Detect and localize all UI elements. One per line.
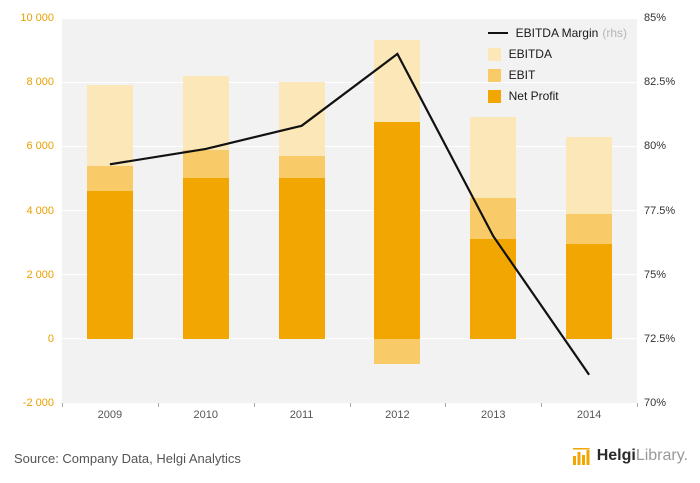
legend-label: EBITDA Margin: [515, 26, 599, 40]
logo-text-bold: Helgi: [596, 447, 636, 464]
bar-net-profit-2009: [86, 191, 133, 339]
legend-item-net-profit: Net Profit: [487, 89, 627, 103]
ebitda-margin-line: [109, 52, 591, 376]
x-axis-label: 2014: [576, 409, 602, 421]
right-axis-label: 70%: [644, 397, 667, 409]
logo-icon: [572, 448, 590, 465]
left-axis-label: 0: [47, 332, 54, 345]
right-axis-label: 85%: [644, 12, 667, 24]
right-axis-label: 80%: [644, 140, 667, 153]
gridline: [62, 81, 637, 83]
legend-swatch: [487, 89, 501, 103]
x-axis-label: 2012: [385, 409, 410, 421]
x-axis-tick: [445, 403, 447, 407]
legend: EBITDA Margin (rhs) EBITDA EBIT Net Profit: [487, 26, 627, 110]
gridline: [62, 274, 637, 276]
x-axis-tick: [157, 403, 159, 407]
x-axis-tick: [253, 403, 255, 407]
left-axis-label: 4 000: [26, 204, 54, 217]
right-axis-label: 77.5%: [644, 204, 676, 217]
gridline: [62, 210, 637, 211]
legend-label: EBIT: [508, 68, 536, 82]
x-axis-label: 2009: [97, 409, 123, 421]
legend-rhs-note: (rhs): [602, 26, 627, 40]
right-axis-label: 72.5%: [644, 332, 676, 345]
left-axis-label: 8 000: [26, 76, 54, 89]
legend-line-swatch: [487, 32, 508, 34]
x-axis-tick: [62, 403, 63, 407]
plot-area: EBITDA Margin (rhs) EBITDA EBIT Net Profit: [62, 17, 637, 404]
bar-net-profit-2010: [182, 178, 229, 339]
logo-text-light: Library.: [635, 447, 688, 464]
bar-net-profit-2013: [470, 239, 517, 339]
x-axis-tick: [541, 403, 543, 407]
bar-ebit-2012: [374, 338, 421, 365]
gridline: [62, 338, 637, 340]
x-axis-tick: [349, 403, 351, 407]
right-axis-label: 82.5%: [644, 76, 676, 89]
legend-swatch: [487, 47, 501, 61]
bar-net-profit-2014: [566, 244, 613, 339]
legend-swatch: [487, 68, 501, 82]
right-axis-label: 75%: [644, 268, 667, 281]
gridline: [62, 145, 637, 147]
left-axis-label: -2 000: [22, 397, 54, 409]
legend-item-ebitda: EBITDA: [487, 47, 627, 61]
bar-net-profit-2011: [278, 178, 325, 339]
left-axis-label: 10 000: [20, 12, 54, 24]
logo: Helgi Library.: [572, 447, 688, 465]
left-axis-label: 6 000: [26, 140, 54, 153]
x-axis-label: 2013: [481, 409, 506, 421]
legend-label: Net Profit: [508, 89, 559, 103]
source-note: Source: Company Data, Helgi Analytics: [14, 451, 241, 466]
legend-item-ebitda-margin: EBITDA Margin (rhs): [487, 26, 627, 40]
bar-net-profit-2012: [374, 122, 421, 339]
legend-label: EBITDA: [508, 47, 552, 61]
left-axis-label: 2 000: [26, 268, 54, 281]
gridline: [62, 17, 637, 19]
x-axis-tick: [637, 403, 638, 407]
x-axis-label: 2011: [289, 409, 314, 421]
legend-item-ebit: EBIT: [487, 68, 627, 82]
x-axis-label: 2010: [193, 409, 218, 421]
